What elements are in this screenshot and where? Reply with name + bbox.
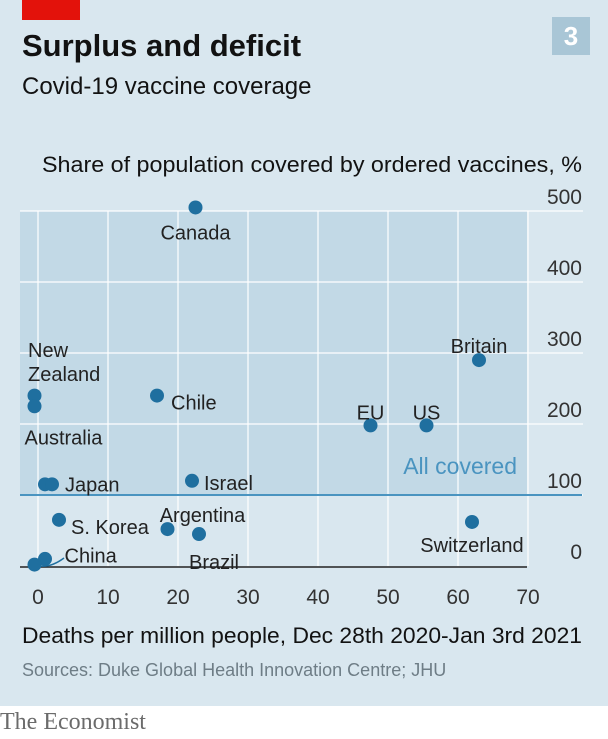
x-tick-label: 0 <box>32 586 44 609</box>
data-point <box>27 399 42 414</box>
all-covered-label: All covered <box>403 453 517 479</box>
x-tick-label: 50 <box>376 586 399 609</box>
chart-title: Surplus and deficit <box>22 28 302 63</box>
x-tick-label: 20 <box>166 586 189 609</box>
point-label: Chile <box>171 393 217 415</box>
data-point <box>27 388 42 403</box>
data-points <box>27 200 486 572</box>
china-leader-line <box>40 557 65 567</box>
x-axis-label: Deaths per million people, Dec 28th 2020… <box>22 623 582 648</box>
y-tick-labels: 0 100 200 300 400 500 <box>547 186 582 564</box>
point-label: Israel <box>204 473 253 495</box>
data-point <box>472 353 486 368</box>
data-point <box>45 477 59 492</box>
source-note: Sources: Duke Global Health Innovation C… <box>22 660 447 680</box>
y-tick-label: 500 <box>547 186 582 209</box>
publisher-logo: The Economist <box>0 709 146 735</box>
brand-red-tab <box>22 0 80 20</box>
y-tick-label: 300 <box>547 328 582 351</box>
x-tick-label: 10 <box>96 586 119 609</box>
data-point <box>465 514 479 529</box>
y-tick-label: 400 <box>547 257 582 280</box>
scatter-chart: 0 100 200 300 400 500 0 10 20 30 40 50 60 70 All cov… <box>20 152 583 648</box>
y-axis-label: Share of population covered by ordered v… <box>42 152 582 177</box>
point-label: China <box>65 546 118 568</box>
point-label: US <box>413 402 441 424</box>
y-tick-label: 0 <box>570 541 582 564</box>
data-point <box>363 418 378 433</box>
data-point <box>150 388 164 403</box>
point-label: Britain <box>451 336 508 358</box>
x-tick-label: 40 <box>306 586 329 609</box>
chart-number-badge: 3 <box>552 17 590 55</box>
point-label: New Zealand <box>28 340 100 386</box>
x-tick-label: 70 <box>516 586 539 609</box>
y-tick-label: 200 <box>547 399 582 422</box>
point-labels: Canada Britain New Zealand Australia Chile EU U… <box>25 222 524 574</box>
data-point <box>160 522 175 537</box>
data-point <box>27 557 42 572</box>
chart-subtitle: Covid-19 vaccine coverage <box>22 73 312 100</box>
point-label: Australia <box>25 427 104 449</box>
data-point <box>185 473 199 488</box>
point-label: Switzerland <box>420 535 523 557</box>
point-label: S. Korea <box>71 517 150 539</box>
data-point <box>52 512 66 527</box>
data-point <box>38 551 52 566</box>
point-label: EU <box>357 402 385 424</box>
point-label: Argentina <box>160 505 246 527</box>
point-label: Japan <box>65 474 120 496</box>
data-point <box>419 418 434 433</box>
x-tick-labels: 0 10 20 30 40 50 60 70 <box>32 586 540 609</box>
data-point <box>192 527 206 542</box>
x-tick-label: 30 <box>236 586 259 609</box>
x-tick-label: 60 <box>446 586 469 609</box>
point-label: Canada <box>160 222 231 244</box>
data-point <box>188 200 203 215</box>
point-label: Brazil <box>189 552 239 574</box>
y-tick-label: 100 <box>547 470 582 493</box>
